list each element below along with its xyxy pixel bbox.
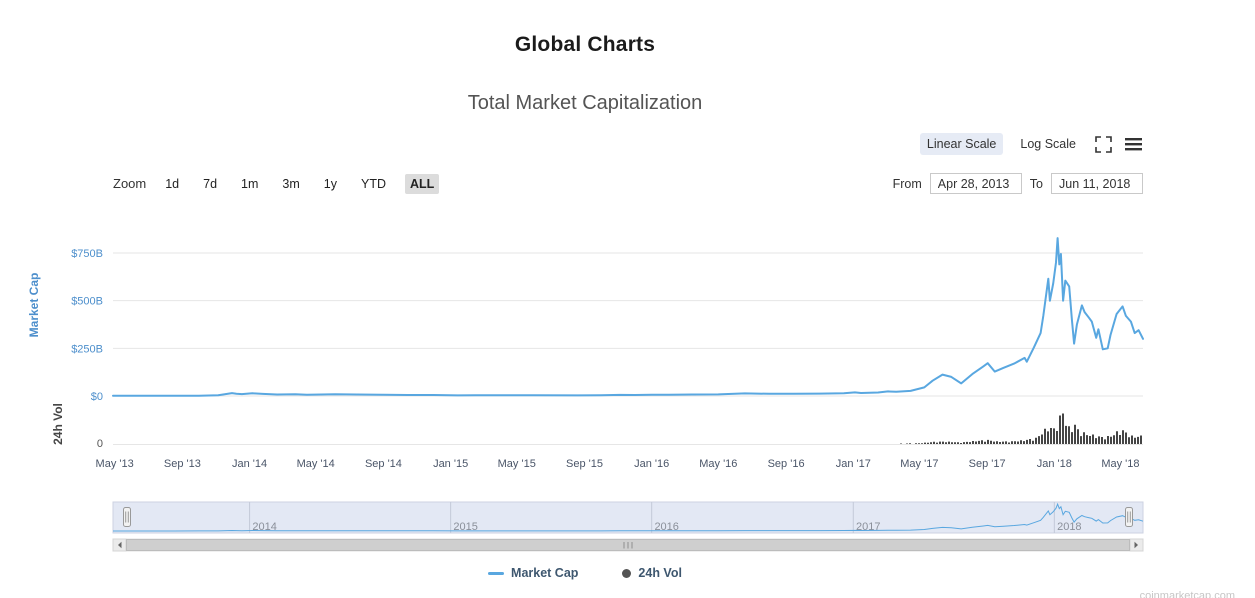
x-axis-label: Sep '17	[969, 458, 1006, 470]
fullscreen-icon[interactable]	[1093, 134, 1113, 154]
x-axis-label: May '13	[96, 458, 134, 470]
zoom-button-7d[interactable]: 7d	[203, 176, 218, 191]
to-label: To	[1029, 176, 1043, 191]
from-date-input[interactable]	[929, 173, 1022, 194]
volume-bars	[900, 413, 1142, 444]
y-axis-tick-label: $0	[91, 391, 103, 403]
navigator-year-label: 2014	[252, 521, 276, 533]
x-axis-label: May '15	[498, 458, 536, 470]
legend-item-market-cap[interactable]: Market Cap	[488, 566, 578, 580]
chart-menu-icon[interactable]	[1123, 134, 1143, 154]
x-axis-label: Jan '15	[433, 458, 468, 470]
to-date-input[interactable]	[1051, 173, 1143, 194]
x-axis-label: Sep '15	[566, 458, 603, 470]
navigator-year-label: 2018	[1057, 521, 1081, 533]
market-cap-line-swatch-icon	[488, 571, 505, 575]
navigator-year-label: 2015	[453, 521, 477, 533]
linear-scale-button[interactable]: Linear Scale	[919, 133, 1004, 155]
legend-item-24h-vol[interactable]: 24h Vol	[622, 566, 682, 580]
x-axis-label: Jan '16	[634, 458, 669, 470]
watermark: coinmarketcap.com	[1139, 590, 1235, 598]
legend-label: 24h Vol	[638, 566, 682, 580]
navigator-handle-left[interactable]	[123, 507, 131, 527]
legend: Market Cap 24h Vol	[0, 566, 1170, 580]
zoom-button-ytd[interactable]: YTD	[361, 176, 386, 191]
volume-axis-title: 24h Vol	[51, 403, 65, 445]
page-title: Global Charts	[514, 33, 656, 56]
volume-dot-swatch-icon	[622, 568, 632, 578]
x-axis-label: Jan '18	[1037, 458, 1072, 470]
market-cap-line	[112, 237, 1144, 397]
navigator-year-label: 2016	[654, 521, 678, 533]
zoom-label: Zoom	[113, 176, 147, 191]
zoom-button-1y[interactable]: 1y	[323, 176, 337, 191]
zoom-button-1d[interactable]: 1d	[165, 176, 180, 191]
zoom-button-3m[interactable]: 3m	[282, 176, 300, 191]
y-axis-tick-label: $250B	[71, 343, 103, 355]
x-axis-label: May '17	[900, 458, 938, 470]
y-axis-tick-label: $750B	[71, 248, 103, 260]
y-axis-title: Market Cap	[27, 273, 41, 338]
log-scale-button[interactable]: Log Scale	[1020, 137, 1076, 151]
y-axis-tick-label: $500B	[71, 296, 103, 308]
x-axis-label: Sep '14	[365, 458, 402, 470]
x-axis-label: Sep '16	[768, 458, 805, 470]
zoom-button-all[interactable]: ALL	[405, 173, 440, 194]
navigator-year-label: 2017	[856, 521, 880, 533]
legend-label: Market Cap	[511, 566, 579, 580]
x-axis-label: Jan '14	[232, 458, 267, 470]
scale-toggle: Linear Scale Log Scale	[919, 133, 1143, 155]
date-range-inputs: From To	[893, 173, 1143, 194]
zoom-buttons: Zoom 1d 7d 1m 3m 1y YTD ALL	[113, 173, 440, 194]
navigator-series-line	[113, 502, 1144, 532]
range-selector-row: Zoom 1d 7d 1m 3m 1y YTD ALL From To	[113, 173, 1143, 194]
scrollbar-arrow-left-icon	[118, 541, 122, 549]
zoom-button-1m[interactable]: 1m	[241, 176, 259, 191]
x-axis-label: May '16	[699, 458, 737, 470]
navigator-handle-right[interactable]	[1125, 507, 1133, 527]
scrollbar-arrow-right-icon	[1134, 541, 1138, 549]
x-axis-label: May '18	[1101, 458, 1139, 470]
x-axis-label: Jan '17	[836, 458, 871, 470]
chart-title: Total Market Capitalization	[467, 92, 703, 114]
from-label: From	[892, 176, 922, 191]
x-axis-label: Sep '13	[164, 458, 201, 470]
volume-tick-label: 0	[97, 438, 103, 450]
x-axis-label: May '14	[297, 458, 335, 470]
